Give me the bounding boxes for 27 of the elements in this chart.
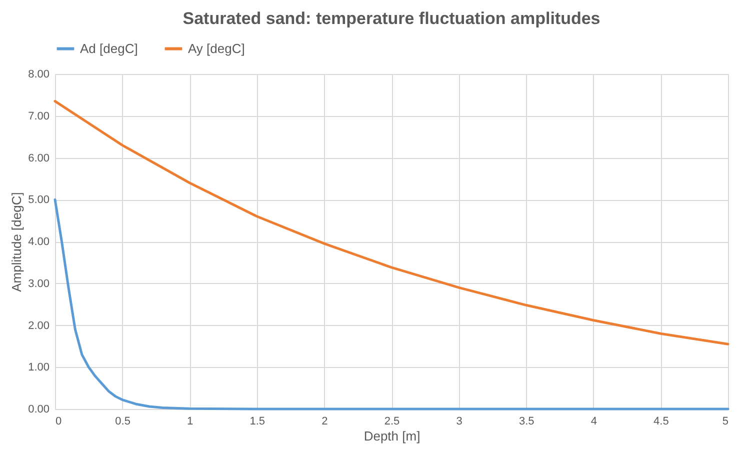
y-tick-label: 2.00 bbox=[28, 320, 50, 332]
y-tick-label: 3.00 bbox=[28, 278, 50, 290]
x-tick-label: 2.5 bbox=[384, 416, 400, 428]
x-tick-label: 1 bbox=[187, 416, 194, 428]
x-tick-label: 5 bbox=[722, 416, 728, 428]
legend-label: Ay [degC] bbox=[188, 40, 245, 56]
y-tick-label: 5.00 bbox=[28, 194, 50, 206]
line-series bbox=[54, 100, 730, 346]
y-tick-label: 1.00 bbox=[28, 362, 50, 374]
x-tick-label: 0 bbox=[56, 416, 62, 428]
x-tick-label: 4.5 bbox=[654, 416, 669, 428]
line-series bbox=[54, 198, 730, 410]
x-axis-title: Depth [m] bbox=[364, 428, 420, 444]
y-tick-label: 4.00 bbox=[28, 236, 50, 248]
x-tick-label: 4 bbox=[590, 416, 597, 428]
y-tick-label: 7.00 bbox=[28, 110, 50, 122]
x-tick-label: 3.5 bbox=[518, 416, 534, 428]
y-tick-label: 8.00 bbox=[28, 68, 50, 80]
x-tick-label: 3 bbox=[456, 416, 462, 428]
chart-title: Saturated sand: temperature fluctuation amplitudes bbox=[182, 9, 600, 28]
y-axis-title: Amplitude [degC] bbox=[9, 192, 24, 292]
y-tick-label: 0.00 bbox=[28, 404, 50, 416]
legend-label: Ad [degC] bbox=[80, 40, 138, 56]
y-tick-label: 6.00 bbox=[28, 152, 50, 164]
x-tick-label: 2 bbox=[322, 416, 328, 428]
x-tick-label: 0.5 bbox=[115, 416, 130, 428]
x-tick-label: 1.5 bbox=[250, 416, 266, 428]
